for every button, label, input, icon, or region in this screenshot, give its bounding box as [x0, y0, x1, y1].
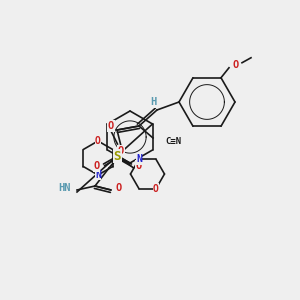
- Text: O: O: [135, 161, 142, 171]
- Text: O: O: [153, 184, 159, 194]
- Text: O: O: [233, 60, 239, 70]
- Text: H: H: [150, 97, 156, 107]
- Text: HN: HN: [58, 183, 71, 193]
- Text: O: O: [108, 121, 114, 131]
- Text: S: S: [114, 149, 121, 163]
- Text: O: O: [93, 161, 100, 171]
- Text: C≡N: C≡N: [165, 137, 181, 146]
- Text: O: O: [95, 136, 101, 146]
- Text: N: N: [95, 170, 101, 180]
- Text: N: N: [136, 154, 142, 164]
- Text: O: O: [118, 146, 124, 156]
- Text: O: O: [116, 183, 122, 193]
